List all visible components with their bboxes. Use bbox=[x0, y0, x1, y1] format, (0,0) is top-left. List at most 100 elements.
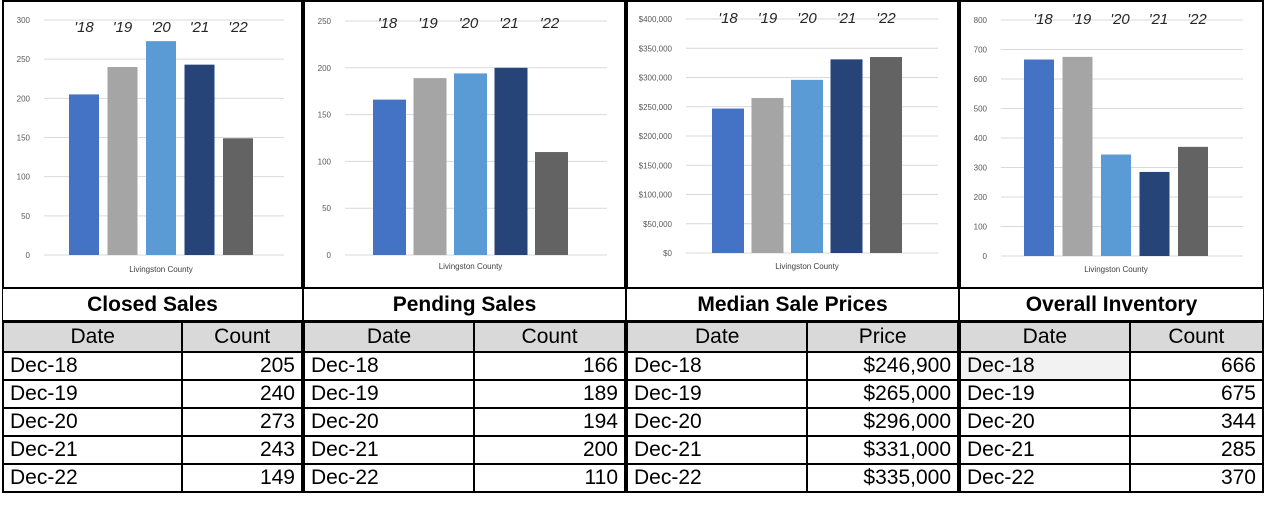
price-cell: $246,900 bbox=[806, 351, 959, 381]
count-cell: 675 bbox=[1128, 379, 1265, 409]
table-row: Dec-20 $296,000 bbox=[625, 407, 959, 437]
table-row: Dec-19 $265,000 bbox=[625, 379, 959, 409]
count-cell: 110 bbox=[473, 463, 626, 493]
table-row: Dec-21 $331,000 bbox=[625, 435, 959, 465]
x-axis-label: Livingston County bbox=[1084, 265, 1148, 274]
bar-20 bbox=[791, 79, 823, 253]
y-tick-label: 150 bbox=[17, 134, 31, 143]
date-cell: Dec-21 bbox=[625, 435, 809, 465]
table-header-row: Date Price bbox=[625, 321, 959, 353]
bar-19 bbox=[413, 78, 447, 255]
table-row: Dec-21 243 bbox=[1, 435, 303, 465]
y-tick-label: 50 bbox=[21, 212, 30, 221]
table-row: Dec-22 370 bbox=[959, 463, 1265, 493]
y-tick-label: $50,000 bbox=[643, 220, 672, 229]
bar-19 bbox=[107, 67, 138, 255]
median-sale-prices-chart: $0 $50,000 $100,000 $150,000 $200,000 $250,00… bbox=[626, 0, 959, 289]
category-label: '19 bbox=[418, 15, 438, 32]
y-tick-label: 0 bbox=[26, 251, 31, 260]
category-label: '20 bbox=[459, 15, 479, 32]
count-cell: 200 bbox=[473, 435, 626, 465]
count-cell: 240 bbox=[181, 379, 303, 409]
bar-18 bbox=[373, 99, 406, 256]
bar-21 bbox=[1139, 171, 1170, 256]
y-tick-label: 200 bbox=[974, 193, 988, 202]
y-tick-label: 800 bbox=[974, 16, 988, 25]
x-axis-label: Livingston County bbox=[775, 262, 839, 271]
closed-sales-panel: 0 50 100 150 200 250 300 '18 '19 '20 '21 '22 Livings… bbox=[1, 0, 303, 517]
x-axis-label: Livingston County bbox=[129, 265, 193, 274]
date-cell: Dec-20 bbox=[959, 407, 1131, 437]
table-row: Dec-19 240 bbox=[1, 379, 303, 409]
count-cell: 344 bbox=[1128, 407, 1265, 437]
bar-19 bbox=[751, 97, 784, 253]
y-tick-label: 0 bbox=[327, 251, 332, 260]
median-sale-prices-table: Date Price Dec-18 $246,900 Dec-19 $265,000… bbox=[625, 321, 959, 493]
table-header-row: Date Count bbox=[1, 321, 303, 353]
table-row: Dec-21 285 bbox=[959, 435, 1265, 465]
pending-sales-chart-svg: 0 50 100 150 200 250 '18 '19 '20 '21 '22 Livingston… bbox=[318, 15, 607, 271]
y-tick-label: $100,000 bbox=[639, 191, 673, 200]
table-row: Dec-18 166 bbox=[302, 351, 626, 381]
count-cell: 285 bbox=[1128, 435, 1265, 465]
bar-22 bbox=[1178, 146, 1208, 256]
pending-sales-table: Date Count Dec-18 166 Dec-19 189 Dec-20 194… bbox=[302, 321, 626, 493]
count-cell: 666 bbox=[1128, 351, 1265, 381]
median-sale-prices-title: Median Sale Prices bbox=[626, 289, 959, 321]
category-label: '22 bbox=[1187, 11, 1207, 28]
price-cell: $331,000 bbox=[806, 435, 959, 465]
table-row: Dec-22 149 bbox=[1, 463, 303, 493]
category-label: '18 bbox=[74, 19, 94, 36]
date-cell: Dec-22 bbox=[1, 463, 184, 493]
y-tick-label: $250,000 bbox=[639, 103, 673, 112]
y-tick-label: 300 bbox=[17, 16, 31, 25]
category-label: '20 bbox=[797, 10, 817, 27]
table-row: Dec-20 194 bbox=[302, 407, 626, 437]
date-cell: Dec-20 bbox=[625, 407, 809, 437]
category-label: '21 bbox=[1149, 11, 1169, 28]
y-tick-label: $300,000 bbox=[639, 74, 673, 83]
table-row: Dec-21 200 bbox=[302, 435, 626, 465]
y-tick-label: $150,000 bbox=[639, 161, 673, 170]
bar-21 bbox=[184, 64, 215, 256]
y-tick-label: 400 bbox=[974, 134, 988, 143]
category-label: '22 bbox=[876, 10, 896, 27]
bar-21 bbox=[494, 67, 528, 255]
category-label: '21 bbox=[190, 19, 210, 36]
overall-inventory-chart: 0 100 200 300 400 500 600 700 800 '18 '19 '20 '21 '22… bbox=[959, 0, 1264, 289]
bar-18 bbox=[712, 108, 744, 253]
y-tick-label: $0 bbox=[663, 249, 672, 258]
x-axis-label: Livingston County bbox=[439, 262, 503, 271]
pending-sales-chart: 0 50 100 150 200 250 '18 '19 '20 '21 '22 Livingston… bbox=[303, 0, 626, 289]
table-header-row: Date Count bbox=[302, 321, 626, 353]
column-header-count: Count bbox=[181, 321, 303, 353]
date-cell: Dec-22 bbox=[959, 463, 1131, 493]
count-cell: 243 bbox=[181, 435, 303, 465]
table-row: Dec-20 273 bbox=[1, 407, 303, 437]
category-label: '22 bbox=[540, 15, 560, 32]
median-sale-prices-panel: $0 $50,000 $100,000 $150,000 $200,000 $250,00… bbox=[625, 0, 959, 517]
date-cell: Dec-20 bbox=[1, 407, 184, 437]
table-row: Dec-18 666 bbox=[959, 351, 1265, 381]
category-label: '19 bbox=[758, 10, 778, 27]
y-tick-label: 200 bbox=[17, 94, 31, 103]
bar-18 bbox=[69, 94, 99, 256]
date-cell: Dec-22 bbox=[302, 463, 476, 493]
column-header-price: Price bbox=[806, 321, 959, 353]
date-cell: Dec-18 bbox=[959, 351, 1131, 381]
bar-22 bbox=[535, 152, 568, 255]
y-tick-label: 200 bbox=[318, 64, 332, 73]
count-cell: 273 bbox=[181, 407, 303, 437]
y-tick-label: $400,000 bbox=[639, 15, 673, 24]
category-label: '20 bbox=[151, 19, 171, 36]
date-cell: Dec-19 bbox=[625, 379, 809, 409]
pending-sales-title: Pending Sales bbox=[303, 289, 626, 321]
bar-20 bbox=[1101, 154, 1131, 256]
closed-sales-title: Closed Sales bbox=[2, 289, 303, 321]
bar-20 bbox=[146, 41, 176, 256]
date-cell: Dec-20 bbox=[302, 407, 476, 437]
overall-inventory-panel: 0 100 200 300 400 500 600 700 800 '18 '19 '20 '21 '22… bbox=[959, 0, 1265, 517]
bar-21 bbox=[830, 59, 863, 253]
bar-18 bbox=[1024, 59, 1054, 256]
column-header-date: Date bbox=[625, 321, 809, 353]
